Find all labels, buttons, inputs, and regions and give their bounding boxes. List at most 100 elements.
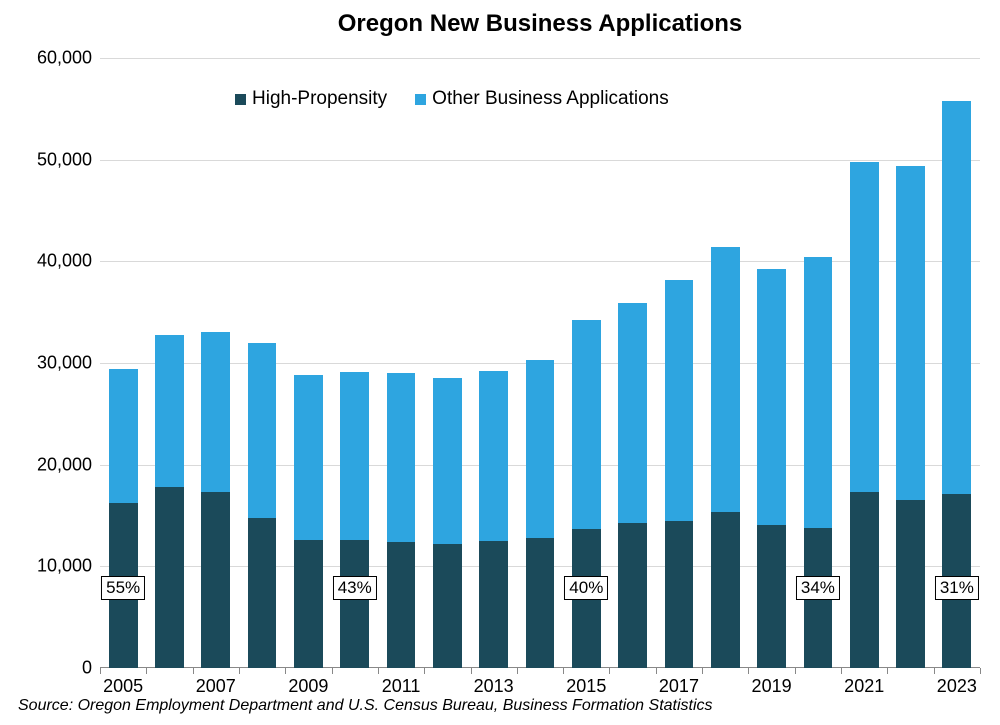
bar — [850, 162, 879, 668]
legend-label: Other Business Applications — [432, 88, 669, 110]
x-tick — [887, 668, 888, 674]
bar — [711, 247, 740, 668]
x-tick — [841, 668, 842, 674]
bar — [665, 280, 694, 668]
percentage-label: 43% — [333, 576, 377, 600]
bar-segment-other — [387, 373, 416, 542]
bar-segment-other — [433, 378, 462, 544]
bar-segment-other — [757, 269, 786, 524]
bar-segment-high-propensity — [665, 521, 694, 668]
bar — [804, 257, 833, 668]
bar-segment-high-propensity — [433, 544, 462, 668]
x-tick — [193, 668, 194, 674]
y-tick-label: 10,000 — [37, 556, 92, 577]
bar-segment-other — [896, 166, 925, 500]
bar-segment-other — [294, 375, 323, 540]
bar — [387, 373, 416, 668]
x-tick — [332, 668, 333, 674]
bar-segment-high-propensity — [479, 541, 508, 668]
y-tick-label: 60,000 — [37, 48, 92, 69]
bar-segment-other — [804, 257, 833, 527]
y-tick-label: 50,000 — [37, 149, 92, 170]
bar — [618, 303, 647, 668]
x-tick — [980, 668, 981, 674]
bar-segment-high-propensity — [711, 512, 740, 668]
x-tick — [146, 668, 147, 674]
bar-segment-high-propensity — [294, 540, 323, 668]
bar — [155, 335, 184, 668]
x-tick — [239, 668, 240, 674]
bar-segment-high-propensity — [155, 487, 184, 668]
legend-swatch — [235, 94, 246, 105]
legend-label: High-Propensity — [252, 88, 387, 110]
x-tick — [378, 668, 379, 674]
percentage-label: 34% — [796, 576, 840, 600]
bar-segment-high-propensity — [248, 518, 277, 668]
y-tick-label: 20,000 — [37, 454, 92, 475]
bar — [294, 375, 323, 668]
x-tick-label: 2015 — [566, 676, 606, 697]
bar-segment-high-propensity — [526, 538, 555, 668]
bar-segment-other — [665, 280, 694, 521]
x-tick — [424, 668, 425, 674]
y-tick-label: 30,000 — [37, 353, 92, 374]
x-tick — [795, 668, 796, 674]
chart-container: Oregon New Business Applications 55% 43% 4… — [0, 0, 1000, 725]
bar-segment-other — [340, 372, 369, 540]
bar-segment-other — [201, 332, 230, 493]
x-tick-label: 2009 — [288, 676, 328, 697]
bar-segment-high-propensity — [618, 523, 647, 668]
bar-segment-other — [155, 335, 184, 488]
bar-segment-high-propensity — [201, 492, 230, 668]
x-tick — [471, 668, 472, 674]
percentage-label: 55% — [101, 576, 145, 600]
x-tick-label: 2019 — [752, 676, 792, 697]
bar-segment-other — [572, 320, 601, 528]
bar — [109, 369, 138, 668]
x-tick-label: 2023 — [937, 676, 977, 697]
bar — [433, 378, 462, 668]
bar — [572, 320, 601, 668]
bar-segment-other — [850, 162, 879, 492]
bar-segment-high-propensity — [387, 542, 416, 668]
x-tick — [517, 668, 518, 674]
x-tick-label: 2011 — [382, 676, 421, 697]
bar — [479, 371, 508, 668]
x-tick-label: 2021 — [844, 676, 884, 697]
bar — [201, 331, 230, 668]
bar — [757, 269, 786, 668]
bar-segment-other — [942, 101, 971, 494]
bar — [896, 166, 925, 668]
x-tick — [702, 668, 703, 674]
bar-segment-high-propensity — [340, 540, 369, 668]
legend-item: High-Propensity — [235, 88, 387, 110]
bar — [526, 360, 555, 668]
bar — [340, 372, 369, 668]
bar-segment-other — [248, 343, 277, 518]
x-tick — [656, 668, 657, 674]
percentage-label: 31% — [935, 576, 979, 600]
y-tick-label: 0 — [82, 658, 92, 679]
percentage-label: 40% — [564, 576, 608, 600]
x-tick — [748, 668, 749, 674]
bar-segment-other — [479, 371, 508, 541]
legend-item: Other Business Applications — [415, 88, 669, 110]
x-tick — [934, 668, 935, 674]
x-tick — [563, 668, 564, 674]
legend-swatch — [415, 94, 426, 105]
bar-segment-other — [618, 303, 647, 523]
x-tick-label: 2017 — [659, 676, 699, 697]
bar-segment-high-propensity — [896, 500, 925, 668]
x-tick-label: 2005 — [103, 676, 143, 697]
bar-segment-other — [526, 360, 555, 538]
x-tick-label: 2007 — [196, 676, 236, 697]
bar-segment-high-propensity — [850, 492, 879, 668]
y-tick-label: 40,000 — [37, 251, 92, 272]
chart-title: Oregon New Business Applications — [100, 10, 980, 38]
x-tick-label: 2013 — [474, 676, 514, 697]
x-tick — [285, 668, 286, 674]
plot-area: 55% 43% 40% 34% 31% High-Propensity Other Bus… — [100, 58, 980, 668]
x-tick — [609, 668, 610, 674]
bar-segment-high-propensity — [757, 525, 786, 668]
bars-area — [100, 58, 980, 668]
